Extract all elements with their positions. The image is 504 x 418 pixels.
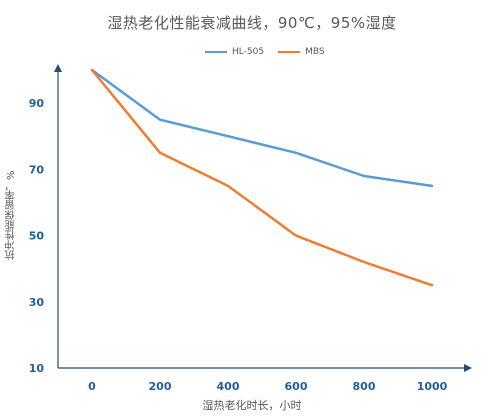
x-axis-label: 湿热老化时长，小时 (202, 399, 302, 412)
x-tick-label: 600 (285, 380, 308, 393)
x-tick-label: 0 (88, 380, 96, 393)
y-axis-arrow (54, 64, 62, 72)
legend-item-mbs: MBS (278, 47, 325, 57)
x-axis-arrow (464, 364, 472, 372)
x-tick-label: 800 (353, 380, 376, 393)
series-line-mbs (90, 68, 434, 287)
x-tick-label: 1000 (417, 380, 448, 393)
series-line-hl505 (90, 68, 434, 188)
legend-label-mbs: MBS (305, 47, 325, 57)
legend: HL-505 MBS (205, 47, 339, 57)
y-tick-label: 90 (29, 97, 45, 110)
y-tick-label: 10 (29, 362, 45, 375)
y-tick-label: 50 (29, 230, 45, 243)
legend-swatch-mbs (278, 51, 301, 53)
legend-item-hl505: HL-505 (205, 47, 264, 57)
y-tick-label: 30 (29, 296, 45, 309)
chart-title: 湿热老化性能衰减曲线，90℃，95%湿度 (107, 14, 397, 32)
y-tick-label: 70 (29, 163, 45, 176)
x-tick-label: 200 (149, 380, 172, 393)
legend-label-hl505: HL-505 (232, 47, 265, 57)
legend-swatch-hl505 (205, 51, 227, 53)
x-tick-label: 400 (217, 380, 240, 393)
